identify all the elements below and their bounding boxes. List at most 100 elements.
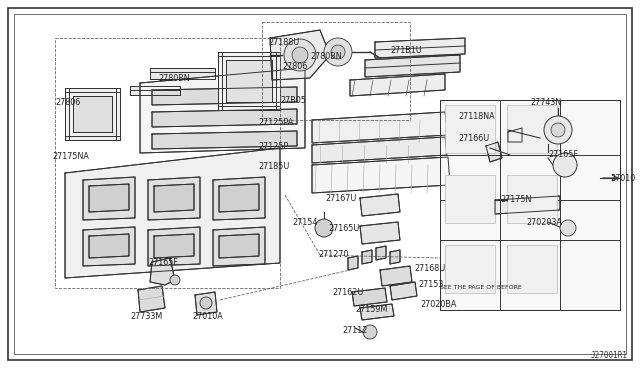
Text: 27010: 27010 xyxy=(610,174,636,183)
Polygon shape xyxy=(440,100,620,310)
Text: 27167U: 27167U xyxy=(325,194,356,203)
Text: 2780BN: 2780BN xyxy=(158,74,189,83)
Bar xyxy=(445,105,495,153)
Polygon shape xyxy=(219,234,259,258)
Polygon shape xyxy=(376,246,386,260)
Polygon shape xyxy=(360,222,400,244)
Polygon shape xyxy=(138,286,165,312)
Circle shape xyxy=(553,153,577,177)
Polygon shape xyxy=(65,88,120,140)
Text: 27165F: 27165F xyxy=(548,150,578,159)
Polygon shape xyxy=(380,266,412,286)
Text: 271270: 271270 xyxy=(318,250,349,259)
Polygon shape xyxy=(218,52,280,110)
Bar xyxy=(507,105,557,153)
Polygon shape xyxy=(360,304,394,320)
Bar xyxy=(507,175,557,223)
Polygon shape xyxy=(312,137,447,163)
Polygon shape xyxy=(348,256,358,270)
Bar xyxy=(445,175,495,223)
Polygon shape xyxy=(150,258,175,285)
Text: 27020BA: 27020BA xyxy=(420,300,456,309)
Polygon shape xyxy=(152,87,297,105)
Polygon shape xyxy=(219,184,259,212)
Polygon shape xyxy=(508,128,522,142)
Circle shape xyxy=(331,45,345,59)
Circle shape xyxy=(200,297,212,309)
Circle shape xyxy=(363,325,377,339)
Text: 27165U: 27165U xyxy=(328,224,360,233)
Polygon shape xyxy=(148,177,200,220)
Polygon shape xyxy=(365,55,460,77)
Polygon shape xyxy=(360,194,400,216)
Text: 27175NA: 27175NA xyxy=(52,152,89,161)
Text: 27168U: 27168U xyxy=(414,264,445,273)
Polygon shape xyxy=(154,234,194,258)
Polygon shape xyxy=(362,250,372,264)
Text: 27175N: 27175N xyxy=(500,195,531,204)
Polygon shape xyxy=(213,177,265,220)
Polygon shape xyxy=(65,148,280,278)
Polygon shape xyxy=(83,177,135,220)
Text: 27162U: 27162U xyxy=(332,288,364,297)
Text: SEE THE PAGE OF BEFORE: SEE THE PAGE OF BEFORE xyxy=(440,285,522,290)
Text: J27001R1: J27001R1 xyxy=(591,351,628,360)
Polygon shape xyxy=(195,292,217,315)
Polygon shape xyxy=(312,112,448,143)
Text: 27806: 27806 xyxy=(282,62,307,71)
Text: 27B05: 27B05 xyxy=(280,96,306,105)
Polygon shape xyxy=(73,96,112,132)
Circle shape xyxy=(315,219,333,237)
Polygon shape xyxy=(152,109,297,127)
Circle shape xyxy=(544,116,572,144)
Text: 27125PA: 27125PA xyxy=(258,118,293,127)
Text: 2780BN: 2780BN xyxy=(310,52,342,61)
Polygon shape xyxy=(140,68,305,153)
Circle shape xyxy=(292,47,308,63)
Text: 27166U: 27166U xyxy=(458,134,489,143)
Text: 27153: 27153 xyxy=(418,280,444,289)
Polygon shape xyxy=(486,142,502,162)
Text: 27154: 27154 xyxy=(292,218,317,227)
Polygon shape xyxy=(89,234,129,258)
Text: 27743N: 27743N xyxy=(530,98,561,107)
Text: 27125P: 27125P xyxy=(258,142,288,151)
Text: 27112: 27112 xyxy=(342,326,367,335)
Polygon shape xyxy=(152,131,297,149)
Circle shape xyxy=(560,220,576,236)
Polygon shape xyxy=(352,288,387,306)
Text: 27159M: 27159M xyxy=(355,305,387,314)
Circle shape xyxy=(284,39,316,71)
Polygon shape xyxy=(148,227,200,266)
Polygon shape xyxy=(83,227,135,266)
Bar xyxy=(55,38,280,288)
Circle shape xyxy=(551,123,565,137)
Text: 27733M: 27733M xyxy=(130,312,163,321)
Polygon shape xyxy=(495,196,560,214)
Polygon shape xyxy=(89,184,129,212)
Text: 27010A: 27010A xyxy=(192,312,223,321)
Polygon shape xyxy=(390,250,400,264)
Polygon shape xyxy=(130,86,180,95)
Polygon shape xyxy=(350,74,445,96)
Polygon shape xyxy=(154,184,194,212)
Bar xyxy=(262,22,410,120)
Polygon shape xyxy=(150,68,215,79)
Polygon shape xyxy=(226,60,272,102)
Text: 27806: 27806 xyxy=(55,98,80,107)
Text: 27165F: 27165F xyxy=(148,258,178,267)
Text: 27185U: 27185U xyxy=(258,162,289,171)
Polygon shape xyxy=(390,282,417,300)
Bar xyxy=(507,245,557,293)
Text: 27118NA: 27118NA xyxy=(458,112,495,121)
Text: 27188U: 27188U xyxy=(268,38,300,47)
Circle shape xyxy=(324,38,352,66)
Text: 271B1U: 271B1U xyxy=(390,46,422,55)
Polygon shape xyxy=(270,30,330,80)
Polygon shape xyxy=(213,227,265,266)
Text: 270203A: 270203A xyxy=(526,218,562,227)
Bar xyxy=(445,245,495,293)
Circle shape xyxy=(170,275,180,285)
Polygon shape xyxy=(312,157,450,193)
Polygon shape xyxy=(375,38,465,58)
